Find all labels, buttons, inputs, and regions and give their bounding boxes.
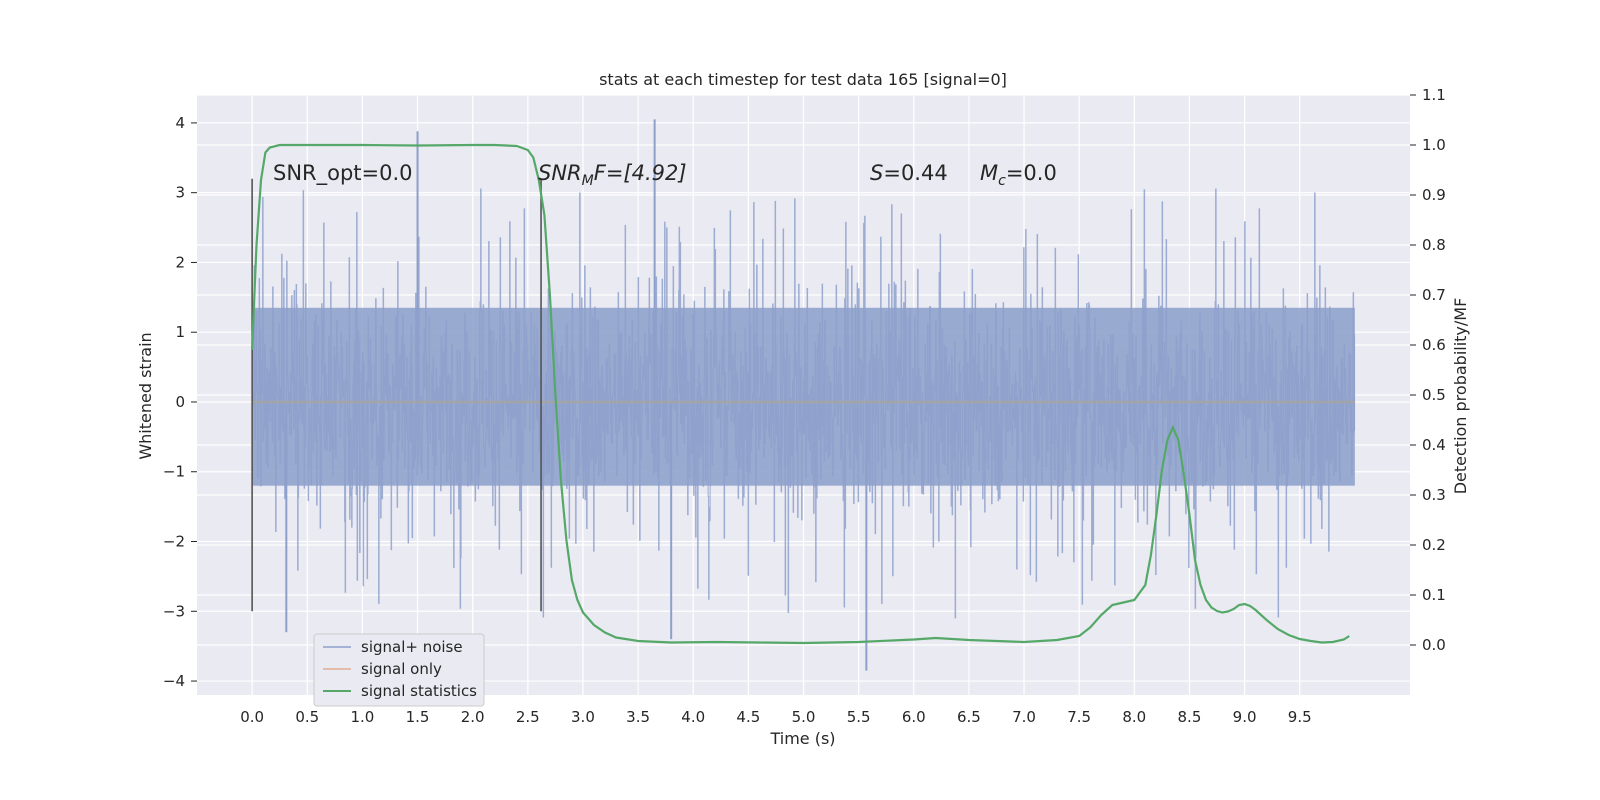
annotation-snr-mf-value: F=[4.92]: [594, 161, 687, 185]
y2-tick-label: 0.8: [1422, 236, 1446, 254]
annotation-snr-mf: SNRMF=[4.92]: [538, 161, 687, 189]
annotation-mc: Mc=0.0: [980, 161, 1057, 189]
y-tick-label: 3: [175, 184, 185, 202]
x-tick-label: 5.0: [792, 708, 816, 726]
x-tick-label: 6.5: [957, 708, 981, 726]
x-tick-label: 7.0: [1012, 708, 1036, 726]
y2-tick-label: 0.5: [1422, 386, 1446, 404]
annotation-snr-mf-sub: M: [582, 173, 594, 189]
x-tick-label: 9.0: [1233, 708, 1257, 726]
legend-label-signal-statistics: signal statistics: [361, 682, 477, 700]
noise-trace: [251, 188, 1356, 619]
chart-title: stats at each timestep for test data 165…: [599, 70, 1007, 89]
y2-tick-label: 0.2: [1422, 536, 1446, 554]
y-tick-label: 0: [175, 393, 185, 411]
x-tick-label: 1.5: [406, 708, 430, 726]
x-tick-label: 3.0: [571, 708, 595, 726]
y-tick-label: −1: [163, 463, 185, 481]
x-tick-label: 7.5: [1067, 708, 1091, 726]
y2-axis-ticks: 1.1 1.0 0.9 0.8 0.7 0.6 0.5 0.4 0.3 0.2 0.1 0.0: [1410, 86, 1446, 654]
x-tick-label: 4.5: [736, 708, 760, 726]
annotation-s-value: =0.44: [883, 161, 947, 185]
series-signal-statistics: [251, 143, 1350, 645]
legend-label-signal-plus-noise: signal+ noise: [361, 638, 463, 656]
y2-tick-label: 0.9: [1422, 186, 1446, 204]
annotation-snr-mf-main: SNR: [538, 161, 582, 185]
signal-statistics-line: [251, 143, 1350, 645]
y2-axis-label: Detection probability/MF: [1451, 298, 1470, 495]
x-tick-label: 9.5: [1288, 708, 1312, 726]
x-axis-ticks: 0.0 0.5 1.0 1.5 2.0 2.5 3.0 3.5 4.0 4.5 5.0 5.5 6.0 6…: [240, 708, 1311, 726]
x-tick-label: 3.5: [626, 708, 650, 726]
y-axis-ticks: 4 3 2 1 0 −1 −2 −3 −4: [163, 114, 197, 690]
y2-tick-label: 0.0: [1422, 636, 1446, 654]
annotation-s: S=0.44: [870, 161, 948, 185]
y-tick-label: 1: [175, 323, 185, 341]
y-tick-label: −4: [163, 672, 185, 690]
legend-box: [313, 633, 485, 707]
x-tick-label: 6.0: [902, 708, 926, 726]
legend-label-signal-only: signal only: [361, 660, 442, 678]
x-tick-label: 2.0: [461, 708, 485, 726]
x-tick-label: 8.5: [1178, 708, 1202, 726]
y-tick-label: 2: [175, 253, 185, 271]
annotation-s-main: S: [870, 161, 883, 185]
y-tick-label: 4: [175, 114, 185, 132]
y2-tick-label: 0.3: [1422, 486, 1446, 504]
x-tick-label: 8.0: [1122, 708, 1146, 726]
y-axis-label: Whitened strain: [136, 332, 155, 459]
x-axis-label: Time (s): [769, 729, 835, 748]
x-tick-label: 0.0: [240, 708, 264, 726]
x-tick-label: 4.0: [681, 708, 705, 726]
y-tick-label: −2: [163, 533, 185, 551]
y2-tick-label: 0.4: [1422, 436, 1446, 454]
x-tick-label: 5.5: [847, 708, 871, 726]
annotation-mc-value: =0.0: [1006, 161, 1057, 185]
x-tick-label: 2.5: [516, 708, 540, 726]
y2-tick-label: 0.7: [1422, 286, 1446, 304]
legend: signal+ noise signal only signal statist…: [313, 633, 485, 707]
y2-tick-label: 0.6: [1422, 336, 1446, 354]
x-tick-label: 1.0: [350, 708, 374, 726]
annotation-snr-opt: SNR_opt=0.0: [273, 161, 413, 186]
y2-tick-label: 1.0: [1422, 136, 1446, 154]
annotation-mc-main: M: [980, 161, 998, 185]
y-tick-label: −3: [163, 602, 185, 620]
vertical-markers: [251, 178, 542, 612]
x-tick-label: 0.5: [295, 708, 319, 726]
series-signal-plus-noise: [251, 119, 1356, 671]
y2-tick-label: 0.1: [1422, 586, 1446, 604]
annotation-mc-sub: c: [998, 173, 1006, 189]
y2-tick-label: 1.1: [1422, 86, 1446, 104]
